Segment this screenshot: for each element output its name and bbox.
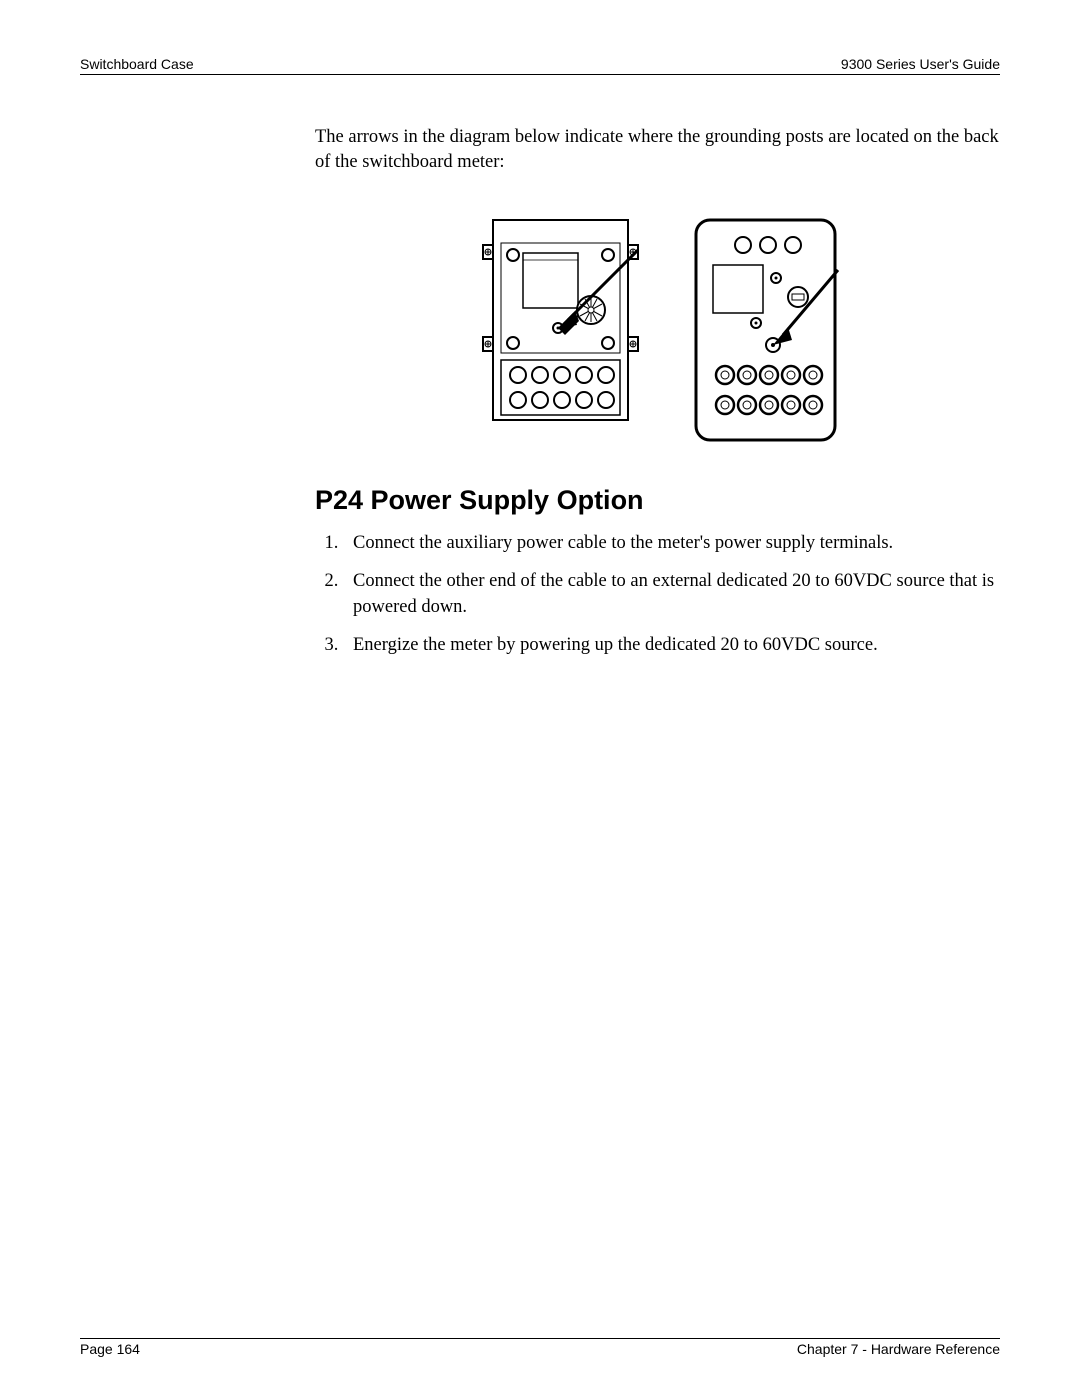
- step-item: Connect the auxiliary power cable to the…: [343, 531, 1000, 557]
- diagram-row: [315, 215, 1000, 445]
- step-item: Connect the other end of the cable to an…: [343, 569, 1000, 621]
- page-footer: Page 164 Chapter 7 - Hardware Reference: [80, 1338, 1000, 1357]
- meter-diagram-right: [688, 215, 843, 445]
- footer-left: Page 164: [80, 1341, 140, 1357]
- page: Switchboard Case 9300 Series User's Guid…: [0, 0, 1080, 1397]
- content-area: The arrows in the diagram below indicate…: [315, 125, 1000, 659]
- page-header: Switchboard Case 9300 Series User's Guid…: [80, 56, 1000, 75]
- header-right: 9300 Series User's Guide: [841, 56, 1000, 72]
- steps-list: Connect the auxiliary power cable to the…: [315, 531, 1000, 659]
- meter-diagram-left: [473, 215, 648, 445]
- footer-right: Chapter 7 - Hardware Reference: [797, 1341, 1000, 1357]
- intro-paragraph: The arrows in the diagram below indicate…: [315, 125, 1000, 175]
- header-left: Switchboard Case: [80, 56, 194, 72]
- section-heading: P24 Power Supply Option: [315, 485, 1000, 516]
- step-item: Energize the meter by powering up the de…: [343, 633, 1000, 659]
